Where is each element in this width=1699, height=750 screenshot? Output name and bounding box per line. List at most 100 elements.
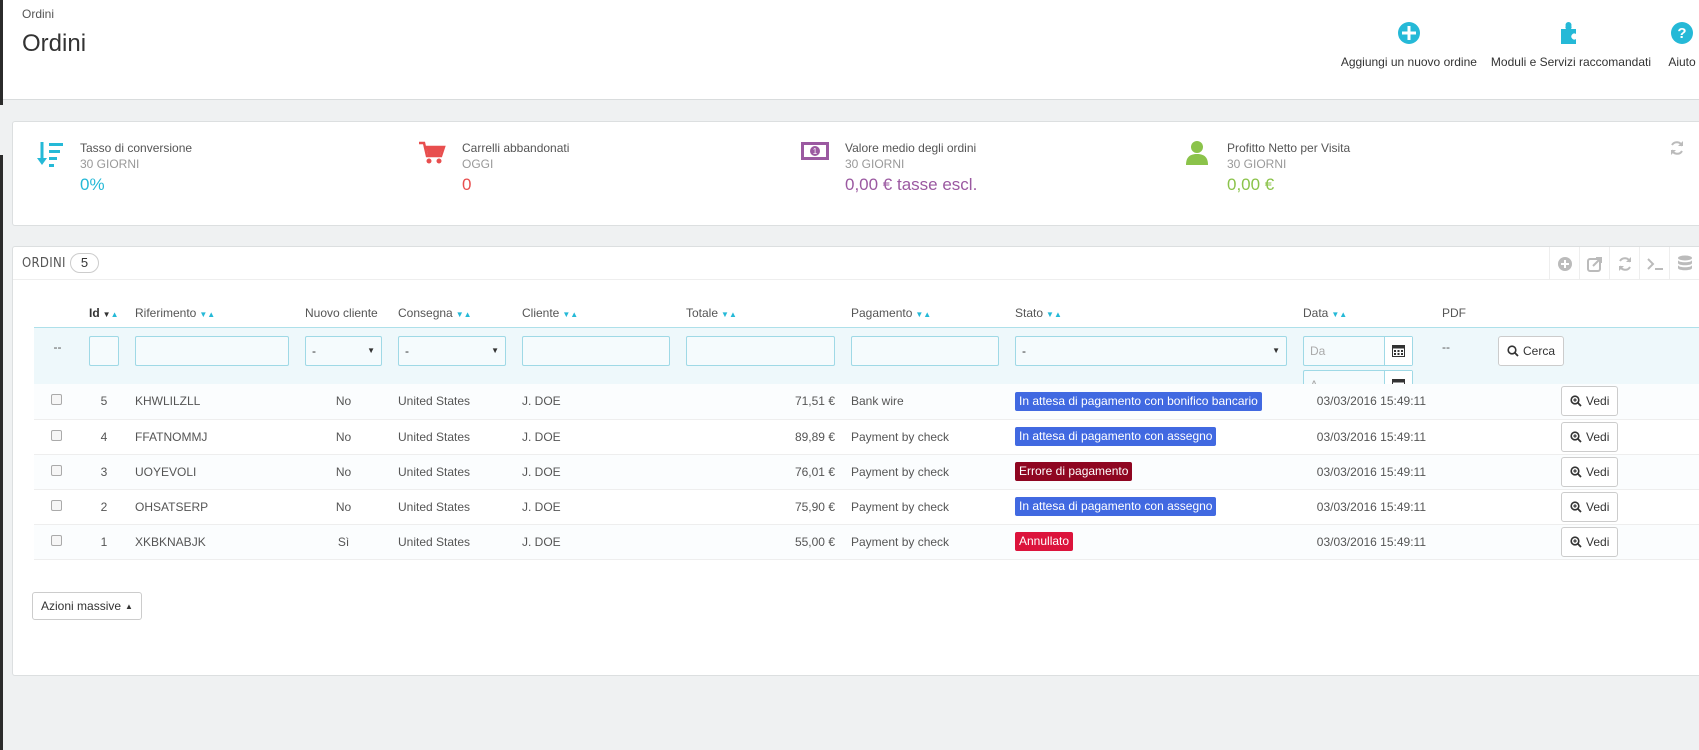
filter-total-input[interactable] — [686, 335, 835, 366]
status-badge: In attesa di pagamento con assegno — [1015, 497, 1217, 516]
filter-id-input[interactable] — [89, 335, 119, 366]
sort-arrows-icon[interactable]: ▼▲ — [199, 310, 216, 320]
add-new-icon[interactable] — [1549, 247, 1579, 280]
breadcrumb[interactable]: Ordini — [22, 7, 55, 21]
filter-delivery-select[interactable]: - — [398, 335, 506, 366]
sort-arrows-icon[interactable]: ▼▲ — [102, 310, 119, 320]
help-icon: ? — [1669, 20, 1695, 46]
cell-total: 76,01 € — [678, 454, 843, 490]
header-customer[interactable]: Cliente ▼▲ — [522, 306, 579, 321]
database-icon[interactable] — [1669, 247, 1699, 280]
sort-arrows-icon[interactable]: ▼▲ — [455, 310, 472, 320]
status-badge: In attesa di pagamento con bonifico banc… — [1015, 391, 1262, 411]
table-row[interactable]: 5 KHWLILZLL No United States J. DOE 71,51 € Ba… — [34, 384, 1699, 420]
zoom-icon — [1570, 430, 1582, 443]
left-rail — [0, 0, 3, 750]
zoom-icon — [1570, 535, 1582, 548]
page-title: Ordini — [22, 30, 87, 57]
filter-reference-input[interactable] — [135, 335, 289, 366]
export-icon[interactable] — [1579, 247, 1609, 280]
row-checkbox[interactable] — [51, 534, 62, 546]
header-date[interactable]: Data ▼▲ — [1303, 306, 1348, 321]
cell-date: 03/03/2016 15:49:11 — [1295, 524, 1434, 560]
sql-query-icon[interactable] — [1639, 247, 1669, 280]
modules-button[interactable]: Moduli e Servizi raccomandati — [1491, 20, 1651, 69]
plus-circle-icon — [1396, 20, 1422, 46]
row-checkbox-cell — [34, 384, 81, 420]
refresh-icon[interactable] — [1669, 140, 1685, 159]
row-checkbox-cell — [34, 454, 81, 490]
sort-arrows-icon[interactable]: ▼▲ — [562, 310, 579, 320]
header-delivery[interactable]: Consegna ▼▲ — [398, 306, 472, 321]
sort-arrows-icon[interactable]: ▼▲ — [915, 310, 932, 320]
search-icon — [1507, 344, 1519, 357]
table-row[interactable]: 4 FFATNOMMJ No United States J. DOE 89,89 € Pa… — [34, 419, 1699, 455]
cell-date: 03/03/2016 15:49:11 — [1295, 489, 1434, 525]
kpi-average-order-value[interactable]: 1 Valore medio degli ordini 30 GIORNI 0,… — [795, 140, 977, 196]
date-from-placeholder: Da — [1310, 343, 1326, 358]
row-checkbox[interactable] — [51, 499, 62, 511]
cell-status: Annullato — [1007, 524, 1295, 560]
kpi-abandoned-carts[interactable]: Carrelli abbandonati OGGI 0 — [412, 140, 569, 196]
add-order-button[interactable]: Aggiungi un nuovo ordine — [1341, 20, 1477, 69]
filter-payment-input[interactable] — [851, 335, 999, 366]
sort-arrows-icon[interactable]: ▼▲ — [1046, 310, 1062, 320]
header-payment[interactable]: Pagamento ▼▲ — [851, 306, 932, 321]
sort-arrows-icon[interactable]: ▼▲ — [1331, 310, 1348, 320]
kpi-net-profit-per-visit[interactable]: Profitto Netto per Visita 30 GIORNI 0,00… — [1177, 140, 1350, 196]
cell-actions: Vedi — [1490, 454, 1699, 490]
cell-customer: J. DOE — [514, 489, 678, 525]
bulk-actions-button[interactable]: Azioni massive ▲ — [32, 592, 142, 620]
zoom-icon — [1570, 395, 1582, 407]
cell-status: In attesa di pagamento con assegno — [1007, 419, 1295, 455]
cell-id: 2 — [81, 489, 127, 525]
filter-status-select[interactable]: - — [1015, 335, 1287, 366]
cell-delivery: United States — [390, 524, 514, 560]
cell-customer: J. DOE — [514, 384, 678, 420]
cell-new-client: No — [297, 419, 390, 455]
cell-payment: Payment by check — [843, 524, 1007, 560]
orders-panel: Ordini 5 Id ▼▲ Riferimento ▼▲ Nuovo client… — [12, 246, 1699, 676]
filter-customer-input[interactable] — [522, 335, 670, 366]
cell-pdf — [1434, 524, 1490, 560]
search-button[interactable]: Cerca — [1498, 335, 1565, 366]
cell-pdf — [1434, 419, 1490, 455]
view-button[interactable]: Vedi — [1561, 421, 1619, 452]
orders-tools — [1549, 247, 1699, 280]
row-checkbox[interactable] — [51, 394, 62, 406]
header-id[interactable]: Id ▼▲ — [89, 306, 119, 321]
cell-id: 5 — [81, 384, 127, 420]
table-header: Id ▼▲ Riferimento ▼▲ Nuovo cliente Consegn… — [34, 300, 1699, 327]
header-reference[interactable]: Riferimento ▼▲ — [135, 306, 216, 321]
kpi-value: 0,00 € tasse escl. — [845, 175, 978, 194]
kpi-conversion[interactable]: Tasso di conversione 30 GIORNI 0% — [30, 140, 192, 196]
money-icon: 1 — [795, 140, 835, 180]
table-row[interactable]: 1 XKBKNABJK Sì United States J. DOE 55,00 € Pa… — [34, 524, 1699, 560]
view-button[interactable]: Vedi — [1561, 526, 1619, 557]
table-row[interactable]: 3 UOYEVOLI No United States J. DOE 76,01 € Pay… — [34, 454, 1699, 490]
help-button[interactable]: ? Aiuto — [1665, 20, 1699, 69]
cell-reference: OHSATSERP — [127, 489, 297, 525]
refresh-list-icon[interactable] — [1609, 247, 1639, 280]
cell-delivery: United States — [390, 384, 514, 420]
row-checkbox[interactable] — [51, 464, 62, 476]
view-button[interactable]: Vedi — [1561, 386, 1619, 417]
table-row[interactable]: 2 OHSATSERP No United States J. DOE 75,90 € Pa… — [34, 489, 1699, 525]
header-status[interactable]: Stato ▼▲ — [1015, 306, 1062, 321]
header-pdf: PDF — [1442, 306, 1466, 321]
calendar-icon[interactable] — [1384, 336, 1412, 365]
header-total[interactable]: Totale ▼▲ — [686, 306, 737, 321]
toolbar: Aggiungi un nuovo ordine Moduli e Serviz… — [1327, 20, 1699, 69]
svg-text:?: ? — [1677, 25, 1686, 42]
orders-count-badge: 5 — [70, 253, 99, 273]
row-checkbox[interactable] — [51, 429, 62, 441]
filter-new-client-select[interactable]: - — [305, 335, 382, 366]
cell-total: 89,89 € — [678, 419, 843, 455]
cell-total: 55,00 € — [678, 524, 843, 560]
view-button[interactable]: Vedi — [1561, 456, 1619, 487]
view-button[interactable]: Vedi — [1561, 491, 1619, 522]
kpi-period: OGGI — [462, 157, 494, 171]
sort-arrows-icon[interactable]: ▼▲ — [721, 310, 737, 320]
filter-date-from[interactable]: Da — [1303, 335, 1413, 366]
caret-up-icon: ▲ — [125, 601, 133, 611]
